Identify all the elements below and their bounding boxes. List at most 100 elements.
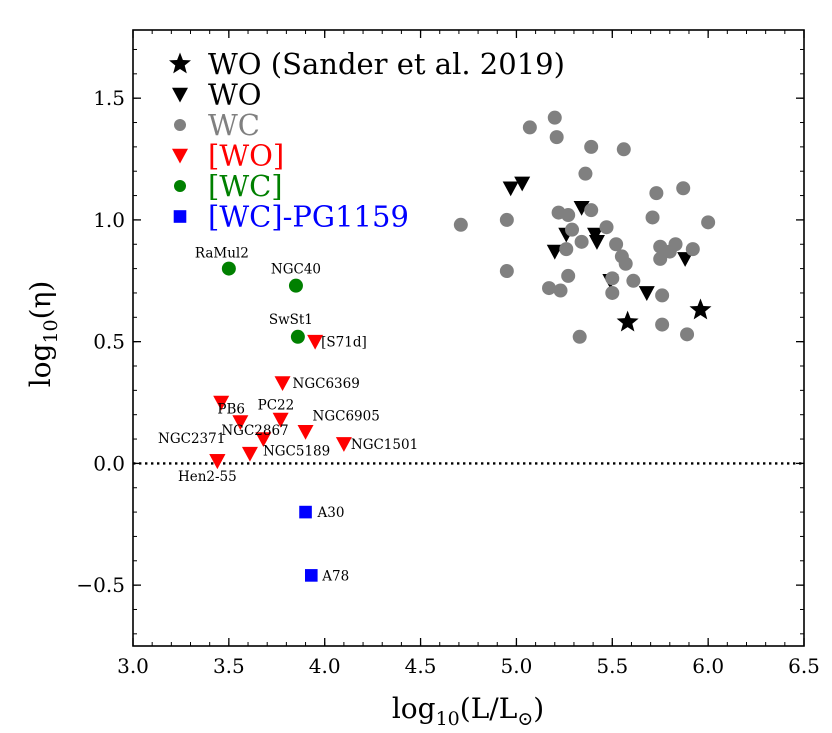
plot-frame — [132, 29, 805, 647]
data-point-series2-0 — [453, 217, 468, 232]
data-point-series2-32 — [685, 242, 700, 257]
legend-marker-0 — [169, 52, 191, 74]
legend-marker-3 — [172, 148, 188, 164]
data-point-series3-3 — [232, 415, 249, 430]
data-point-series2-4 — [547, 110, 562, 125]
point-label-s71d: [S71d] — [321, 335, 367, 351]
data-point-series2-33 — [701, 215, 716, 230]
data-point-series2-16 — [609, 237, 624, 252]
data-points-layer — [209, 110, 716, 582]
x-tick-label: 6.0 — [692, 654, 724, 678]
data-point-series2-24 — [626, 273, 641, 288]
point-label-ngc6369: NGC6369 — [293, 376, 360, 392]
point-label-ngc2867: NGC2867 — [221, 423, 288, 439]
data-point-series1-6 — [546, 244, 563, 260]
data-point-series2-11 — [584, 203, 599, 218]
data-point-series4-2 — [290, 329, 305, 344]
legend-label-2: WC — [208, 108, 260, 142]
data-point-series1-2 — [573, 200, 590, 216]
data-point-series2-12 — [565, 222, 580, 237]
x-tick-label: 4.5 — [405, 654, 437, 678]
data-point-series1-0 — [502, 181, 519, 197]
point-label-ngc6905: NGC6905 — [313, 409, 380, 425]
data-point-series1-5 — [588, 235, 605, 250]
y-tick-label: 0.5 — [93, 330, 125, 354]
data-point-series1-9 — [677, 252, 694, 267]
data-point-series2-3 — [522, 120, 537, 135]
data-point-series3-8 — [241, 446, 258, 462]
legend-marker-4 — [174, 180, 186, 192]
x-tick-label: 5.5 — [596, 654, 628, 678]
data-point-series2-7 — [616, 142, 631, 157]
data-point-series3-5 — [297, 424, 314, 440]
data-point-series0-0 — [616, 310, 639, 332]
point-label-ngc40: NGC40 — [271, 262, 321, 278]
data-point-series2-23 — [605, 285, 620, 300]
data-point-series2-8 — [578, 166, 593, 181]
legend-marker-1 — [172, 87, 188, 103]
point-label-a30: A30 — [317, 505, 345, 521]
x-tick-label: 3.5 — [213, 654, 245, 678]
x-tick-label: 4.0 — [309, 654, 341, 678]
point-label-pb6: PB6 — [217, 402, 245, 418]
point-label-ngc2371: NGC2371 — [158, 431, 225, 447]
data-point-series3-2 — [213, 395, 230, 411]
legend-marker-5 — [173, 210, 187, 223]
y-tick-label: 1.5 — [93, 86, 125, 110]
data-point-series1-8 — [638, 286, 655, 301]
data-point-series4-1 — [288, 278, 303, 293]
data-point-series3-7 — [335, 437, 352, 452]
point-label-ramul2: RaMul2 — [195, 246, 249, 262]
legend-label-1: WO — [208, 78, 262, 112]
data-point-series3-6 — [255, 432, 272, 448]
x-tick-label: 3.0 — [117, 654, 149, 678]
data-point-series3-4 — [272, 412, 289, 428]
data-point-series3-1 — [274, 376, 291, 392]
data-point-series2-21 — [553, 283, 568, 298]
data-point-series2-35 — [655, 317, 670, 332]
x-axis-title: log10(L/L⊙) — [392, 692, 544, 730]
data-point-series4-0 — [221, 261, 236, 276]
point-labels-layer: [S71d] NGC6369 PB6 PC22 NGC6905 NGC2867 NGC150… — [158, 246, 418, 585]
x-tick-label: 6.5 — [788, 654, 820, 678]
data-point-series2-18 — [618, 256, 633, 271]
y-tick-label: 0.0 — [93, 451, 125, 475]
data-point-series2-27 — [676, 181, 691, 196]
data-point-series2-2 — [499, 264, 514, 279]
axes-layer: 3.0 3.5 4.0 4.5 5.0 5.5 6.0 6.5 −0.5 0.0 0.5 1.0 1.5 — [76, 29, 820, 678]
data-point-series2-31 — [653, 251, 668, 266]
point-label-pc22: PC22 — [258, 398, 295, 414]
data-point-series2-30 — [668, 237, 683, 252]
data-point-series2-14 — [599, 220, 614, 235]
data-point-series5-1 — [304, 569, 318, 582]
legend-label-4: [WC] — [208, 169, 283, 203]
point-label-swst1: SwSt1 — [269, 312, 313, 328]
y-tick-label: −0.5 — [76, 573, 125, 597]
data-point-series2-15 — [559, 242, 574, 257]
data-point-series3-0 — [307, 334, 324, 350]
point-label-ngc1501: NGC1501 — [351, 437, 418, 453]
data-point-series2-37 — [572, 329, 587, 344]
data-point-series2-10 — [561, 208, 576, 223]
data-point-series2-1 — [499, 212, 514, 227]
y-tick-label: 1.0 — [93, 208, 125, 232]
data-point-series5-0 — [299, 505, 312, 519]
data-point-series2-25 — [645, 210, 660, 225]
point-label-hen255: Hen2-55 — [178, 469, 237, 485]
legend-label-0: WO (Sander et al. 2019) — [208, 47, 565, 81]
y-axis-title: log10(η) — [24, 281, 62, 388]
data-point-series0-1 — [689, 298, 712, 320]
x-tick-label: 5.0 — [501, 654, 533, 678]
data-point-series2-34 — [655, 288, 670, 303]
data-point-series2-19 — [561, 268, 576, 283]
legend-marker-2 — [174, 119, 186, 131]
data-point-series2-13 — [574, 234, 589, 249]
data-point-series1-1 — [514, 176, 531, 192]
data-point-series2-36 — [680, 327, 695, 342]
data-point-series2-22 — [605, 271, 620, 286]
data-point-series2-6 — [584, 139, 599, 154]
data-point-series3-10 — [209, 454, 226, 469]
data-point-series2-5 — [549, 130, 564, 145]
legend-label-5: [WC]-PG1159 — [208, 200, 409, 234]
